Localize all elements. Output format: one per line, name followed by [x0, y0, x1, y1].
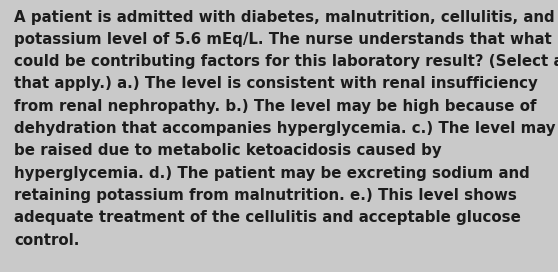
Text: adequate treatment of the cellulitis and acceptable glucose: adequate treatment of the cellulitis and…: [14, 210, 521, 225]
Text: could be contributing factors for this laboratory result? (Select all: could be contributing factors for this l…: [14, 54, 558, 69]
Text: be raised due to metabolic ketoacidosis caused by: be raised due to metabolic ketoacidosis …: [14, 143, 441, 158]
Text: A patient is admitted with diabetes, malnutrition, cellulitis, and a: A patient is admitted with diabetes, mal…: [14, 10, 558, 24]
Text: that apply.) a.) The level is consistent with renal insufficiency: that apply.) a.) The level is consistent…: [14, 76, 538, 91]
Text: dehydration that accompanies hyperglycemia. c.) The level may: dehydration that accompanies hyperglycem…: [14, 121, 555, 136]
Text: potassium level of 5.6 mEq/L. The nurse understands that what: potassium level of 5.6 mEq/L. The nurse …: [14, 32, 552, 47]
Text: retaining potassium from malnutrition. e.) This level shows: retaining potassium from malnutrition. e…: [14, 188, 517, 203]
Text: hyperglycemia. d.) The patient may be excreting sodium and: hyperglycemia. d.) The patient may be ex…: [14, 166, 530, 181]
Text: from renal nephropathy. b.) The level may be high because of: from renal nephropathy. b.) The level ma…: [14, 99, 536, 114]
Text: control.: control.: [14, 233, 79, 248]
